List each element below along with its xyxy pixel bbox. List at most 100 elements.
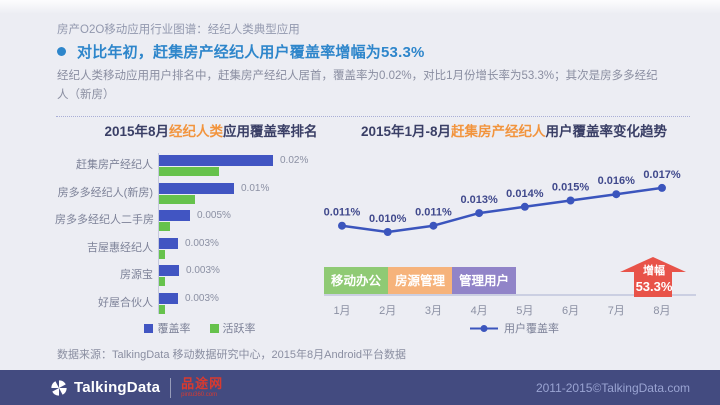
legend-item-coverage: 覆盖率 xyxy=(144,323,190,335)
bar-group: 0.01% xyxy=(159,182,269,204)
pintu-logo-text: 品途网 xyxy=(181,376,224,391)
pintu-logo: 品途网 pintu360.com xyxy=(181,377,223,398)
data-point-label: 0.013% xyxy=(460,194,498,206)
coverage-value-label: 0.003% xyxy=(185,292,219,304)
talkingdata-logo-text: TalkingData xyxy=(74,379,161,396)
active-rate-bar xyxy=(159,167,219,176)
active-rate-bar xyxy=(159,304,165,314)
data-point-label: 0.011% xyxy=(324,207,361,219)
bar-group: 0.003% xyxy=(159,237,219,259)
talkingdata-logo-icon xyxy=(51,379,67,396)
bar-chart-rows: 赶集房产经纪人 0.02% 房多多经纪人(新房) 0.01% 房多多经纪人二手房 0.00… xyxy=(55,151,367,316)
line-chart-legend: 用户覆盖率 xyxy=(318,320,710,336)
bar-row: 好屋合伙人 0.003% xyxy=(55,289,367,317)
data-point xyxy=(429,221,438,230)
coverage-value-label: 0.003% xyxy=(185,237,219,249)
bar-category-label: 房源宝 xyxy=(120,269,153,281)
arrow-shape xyxy=(620,257,686,297)
month-label: 4月 xyxy=(470,305,488,317)
coverage-bar xyxy=(159,237,178,249)
coverage-bar-line: 0.02% xyxy=(159,155,308,166)
data-point xyxy=(566,196,575,205)
month-labels: 1月 2月 3月 4月 5月 6月 7月 8月 xyxy=(318,302,710,317)
month-label: 7月 xyxy=(607,305,625,317)
month-label: 2月 xyxy=(379,305,397,317)
data-point xyxy=(383,228,392,236)
month-label: 5月 xyxy=(516,305,534,317)
coverage-bar xyxy=(159,265,179,276)
month-label: 6月 xyxy=(561,305,580,317)
data-point xyxy=(475,209,484,218)
coverage-bar-line: 0.003% xyxy=(159,237,219,249)
legend-item-active: 活跃率 xyxy=(209,323,256,335)
active-rate-bar xyxy=(159,277,165,286)
footer-logos: TalkingData 品途网 pintu360.com xyxy=(50,377,223,398)
coverage-bar xyxy=(159,182,234,194)
pintu-logo-domain: pintu360.com xyxy=(181,392,218,398)
bar-row: 吉屋惠经纪人 0.003% xyxy=(55,234,367,262)
coverage-value-label: 0.003% xyxy=(186,265,220,276)
line-chart-svg: 0.011% 0.010% 0.011% 0.013% 0.014% 0.015% 0.01… xyxy=(324,169,681,236)
coverage-bar xyxy=(159,155,273,166)
bar-category-label: 吉屋惠经纪人 xyxy=(87,241,153,254)
month-label: 3月 xyxy=(424,305,442,317)
coverage-bar-line: 0.005% xyxy=(159,210,231,221)
bar-row: 房多多经纪人二手房 0.005% xyxy=(55,206,367,234)
bar-row: 房多多经纪人(新房) 0.01% xyxy=(55,179,367,207)
data-point-label: 0.011% xyxy=(415,207,452,219)
active-rate-bar xyxy=(159,249,165,259)
coverage-bar xyxy=(159,210,190,221)
x-axis-line xyxy=(324,294,696,296)
bar-group: 0.003% xyxy=(159,292,219,314)
bar-group: 0.005% xyxy=(159,210,231,231)
feature-tag: 房源管理 xyxy=(388,267,453,296)
data-point-label: 0.017% xyxy=(643,169,681,181)
title-part: 2015年1月-8月 xyxy=(360,124,452,139)
title-part-highlight: 经纪人类 xyxy=(169,124,224,139)
trend-line xyxy=(341,186,663,234)
line-chart-title: 2015年1月-8月赶集房产经纪人用户覆盖率变化趋势 xyxy=(318,123,710,140)
data-point xyxy=(520,202,529,211)
dotted-separator xyxy=(56,116,690,117)
bar-chart-title: 2015年8月经纪人类应用覆盖率排名 xyxy=(55,123,367,140)
data-point-label: 0.014% xyxy=(506,188,544,200)
growth-label: 增幅 xyxy=(643,263,665,277)
line-chart: 2015年1月-8月赶集房产经纪人用户覆盖率变化趋势 0.011% 0.010% 0… xyxy=(318,123,710,343)
logo-divider xyxy=(170,377,172,398)
bar-category-label: 房多多经纪人(新房) xyxy=(57,186,153,199)
growth-arrow: 增幅 53.3% xyxy=(620,257,686,297)
feature-tag: 移动办公 xyxy=(324,267,389,296)
active-rate-bar xyxy=(159,222,170,231)
bar-group: 0.003% xyxy=(159,265,220,286)
coverage-value-label: 0.005% xyxy=(197,210,231,221)
coverage-legend-label: 覆盖率 xyxy=(157,323,191,335)
coverage-value-label: 0.02% xyxy=(280,155,309,166)
bar-chart-legend: 覆盖率 活跃率 xyxy=(55,320,345,336)
growth-value: 53.3% xyxy=(636,279,673,294)
title-part: 用户覆盖率变化趋势 xyxy=(545,124,668,139)
coverage-bar-line: 0.01% xyxy=(159,182,269,194)
legend-line-marker xyxy=(470,324,498,332)
title-part: 应用覆盖率排名 xyxy=(223,124,318,139)
active-legend-label: 活跃率 xyxy=(222,323,256,335)
month-label: 8月 xyxy=(653,305,671,317)
coverage-bar xyxy=(159,292,178,304)
top-strip xyxy=(0,0,720,14)
headline: 对比年初，赶集房产经纪人用户覆盖率增幅为53.3% xyxy=(57,41,425,62)
bar-group: 0.02% xyxy=(159,155,308,176)
description-text: 经纪人类移动应用用户排名中，赶集房产经纪人居首，覆盖率为0.02%，对比1月份增… xyxy=(57,70,658,101)
headline-text: 对比年初，赶集房产经纪人用户覆盖率增幅为53.3% xyxy=(77,44,425,61)
report-subtitle: 房产O2O移动应用行业图谱：经纪人类典型应用 xyxy=(57,24,300,36)
copyright-text: 2011-2015©TalkingData.com xyxy=(535,380,690,395)
line-legend-label: 用户覆盖率 xyxy=(504,323,559,335)
data-point xyxy=(338,221,346,230)
month-label: 1月 xyxy=(333,305,351,317)
category-tags: 移动办公 房源管理 管理用户 xyxy=(324,267,517,296)
data-point xyxy=(657,183,666,192)
data-point-label: 0.010% xyxy=(369,213,407,225)
active-legend-swatch xyxy=(209,324,219,333)
data-source-note: 数据来源：TalkingData 移动数据研究中心，2015年8月Android… xyxy=(57,349,407,361)
coverage-bar-line: 0.003% xyxy=(159,265,220,276)
bullet-icon xyxy=(57,47,66,56)
